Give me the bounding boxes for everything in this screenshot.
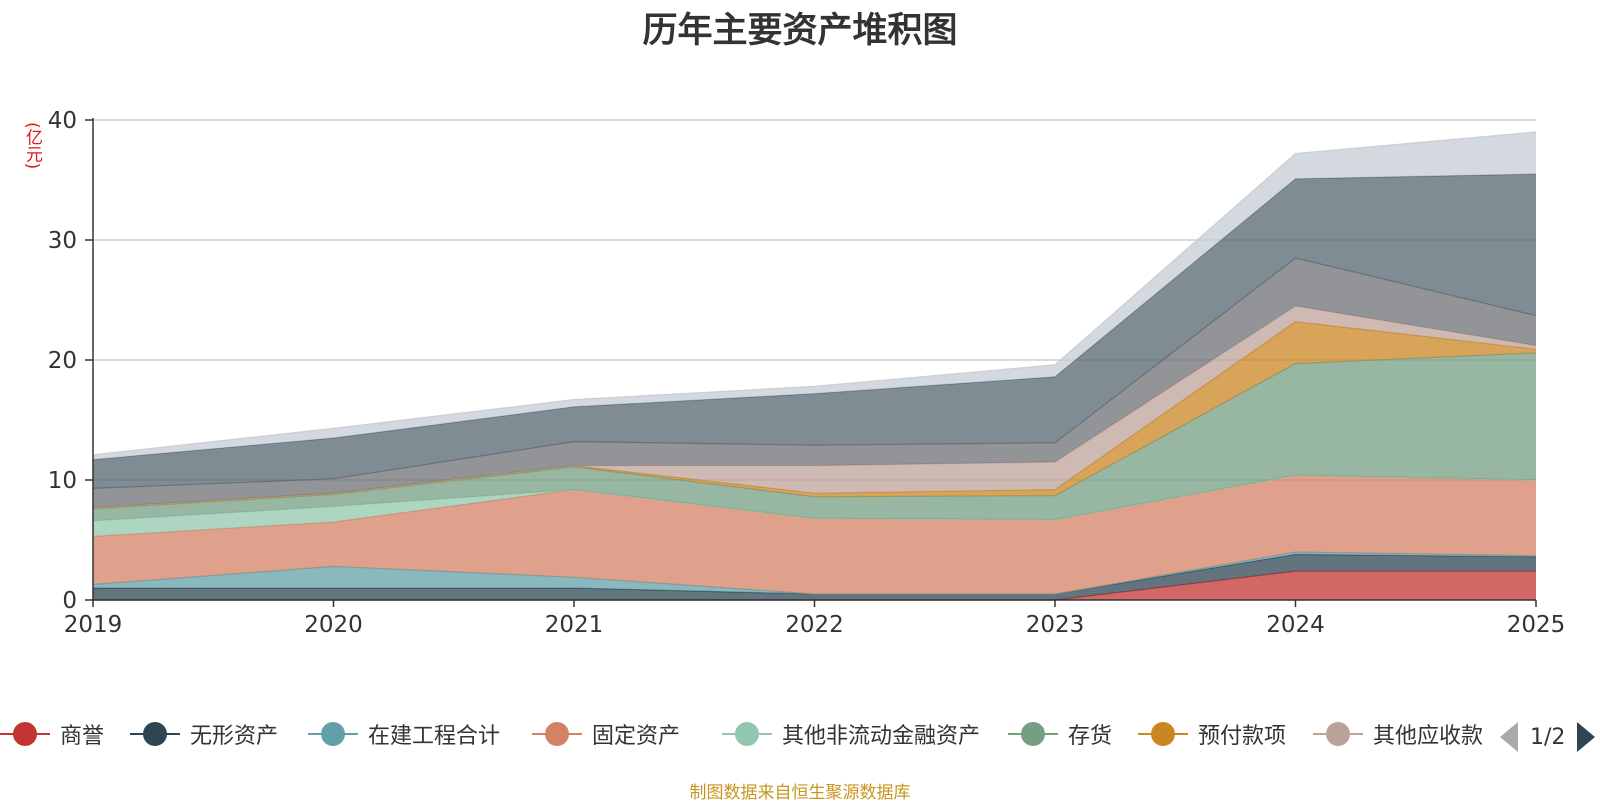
legend-page-indicator: 1/2	[1530, 724, 1566, 750]
y-tick-label: 10	[48, 468, 77, 494]
legend-marker-icon	[1008, 719, 1058, 749]
x-tick-label: 2020	[304, 612, 363, 638]
chart-title: 历年主要资产堆积图	[642, 11, 958, 51]
legend-marker-icon	[722, 719, 772, 749]
legend-prev-page-button[interactable]	[1500, 722, 1518, 752]
x-tick-label: 2021	[545, 612, 604, 638]
area-series-其他应收款	[93, 306, 1536, 508]
legend-label: 其他非流动金融资产	[782, 724, 981, 749]
legend-label: 固定资产	[592, 724, 681, 749]
legend-marker-icon	[1313, 719, 1363, 749]
x-tick-label: 2022	[785, 612, 844, 638]
legend-next-page-button[interactable]	[1577, 722, 1596, 752]
area-series-group	[92, 131, 1537, 601]
data-source-footer: 制图数据来自恒生聚源数据库	[689, 783, 911, 803]
y-tick-label: 40	[48, 108, 77, 134]
legend-marker-icon	[1138, 719, 1188, 749]
legend-marker-icon	[532, 719, 582, 749]
legend: 商誉 无形资产 在建工程合计 固定资产 其他非流动金融资产 存货 预付款项 其他应收款 1/2	[0, 714, 1600, 754]
legend-item[interactable]: 商誉	[0, 714, 104, 754]
y-tick-label: 20	[48, 348, 77, 374]
x-tick-label: 2025	[1507, 612, 1566, 638]
legend-item[interactable]: 存货	[1008, 714, 1112, 754]
legend-item[interactable]: 其他应收款	[1313, 714, 1482, 754]
axes: 0 10 20 30 40 2019 2020 2021 2022 2023 2024 2025	[48, 108, 1566, 638]
legend-item[interactable]: 预付款项	[1138, 714, 1286, 754]
legend-items: 商誉 无形资产 在建工程合计 固定资产 其他非流动金融资产 存货 预付款项 其他应收款	[0, 714, 1482, 754]
stacked-area-chart: 0 10 20 30 40 2019 2020 2021 2022 2023 2024 2025	[48, 108, 1566, 638]
legend-item[interactable]: 在建工程合计	[308, 714, 500, 754]
series-line-其他	[92, 131, 1537, 456]
area-series-其他	[93, 132, 1536, 460]
area-series-预付款项	[93, 321, 1536, 509]
legend-label: 存货	[1068, 724, 1113, 749]
legend-item[interactable]: 其他非流动金融资产	[722, 714, 980, 754]
legend-marker-icon	[130, 719, 180, 749]
area-series-商誉	[93, 571, 1536, 600]
y-axis-unit-label: (亿元)	[22, 122, 42, 170]
legend-label: 无形资产	[190, 724, 279, 749]
legend-pager: 1/2	[1500, 722, 1596, 752]
area-series-固定资产	[93, 475, 1536, 594]
y-tick-label: 0	[62, 588, 77, 614]
legend-label: 商誉	[60, 724, 105, 749]
area-series-在建工程合计	[93, 552, 1536, 594]
area-series-存货	[93, 352, 1536, 521]
legend-label: 预付款项	[1198, 724, 1287, 749]
x-tick-label: 2024	[1266, 612, 1325, 638]
legend-label: 其他应收款	[1373, 724, 1482, 749]
legend-marker-icon	[0, 719, 50, 749]
legend-marker-icon	[308, 719, 358, 749]
legend-label: 在建工程合计	[368, 724, 501, 749]
x-tick-label: 2023	[1026, 612, 1085, 638]
legend-item[interactable]: 固定资产	[532, 714, 680, 754]
x-tick-label: 2019	[64, 612, 123, 638]
legend-item[interactable]: 无形资产	[130, 714, 278, 754]
area-series-其他非流动金融资产	[93, 475, 1536, 537]
area-series-货币资金	[93, 174, 1536, 489]
y-tick-label: 30	[48, 228, 77, 254]
